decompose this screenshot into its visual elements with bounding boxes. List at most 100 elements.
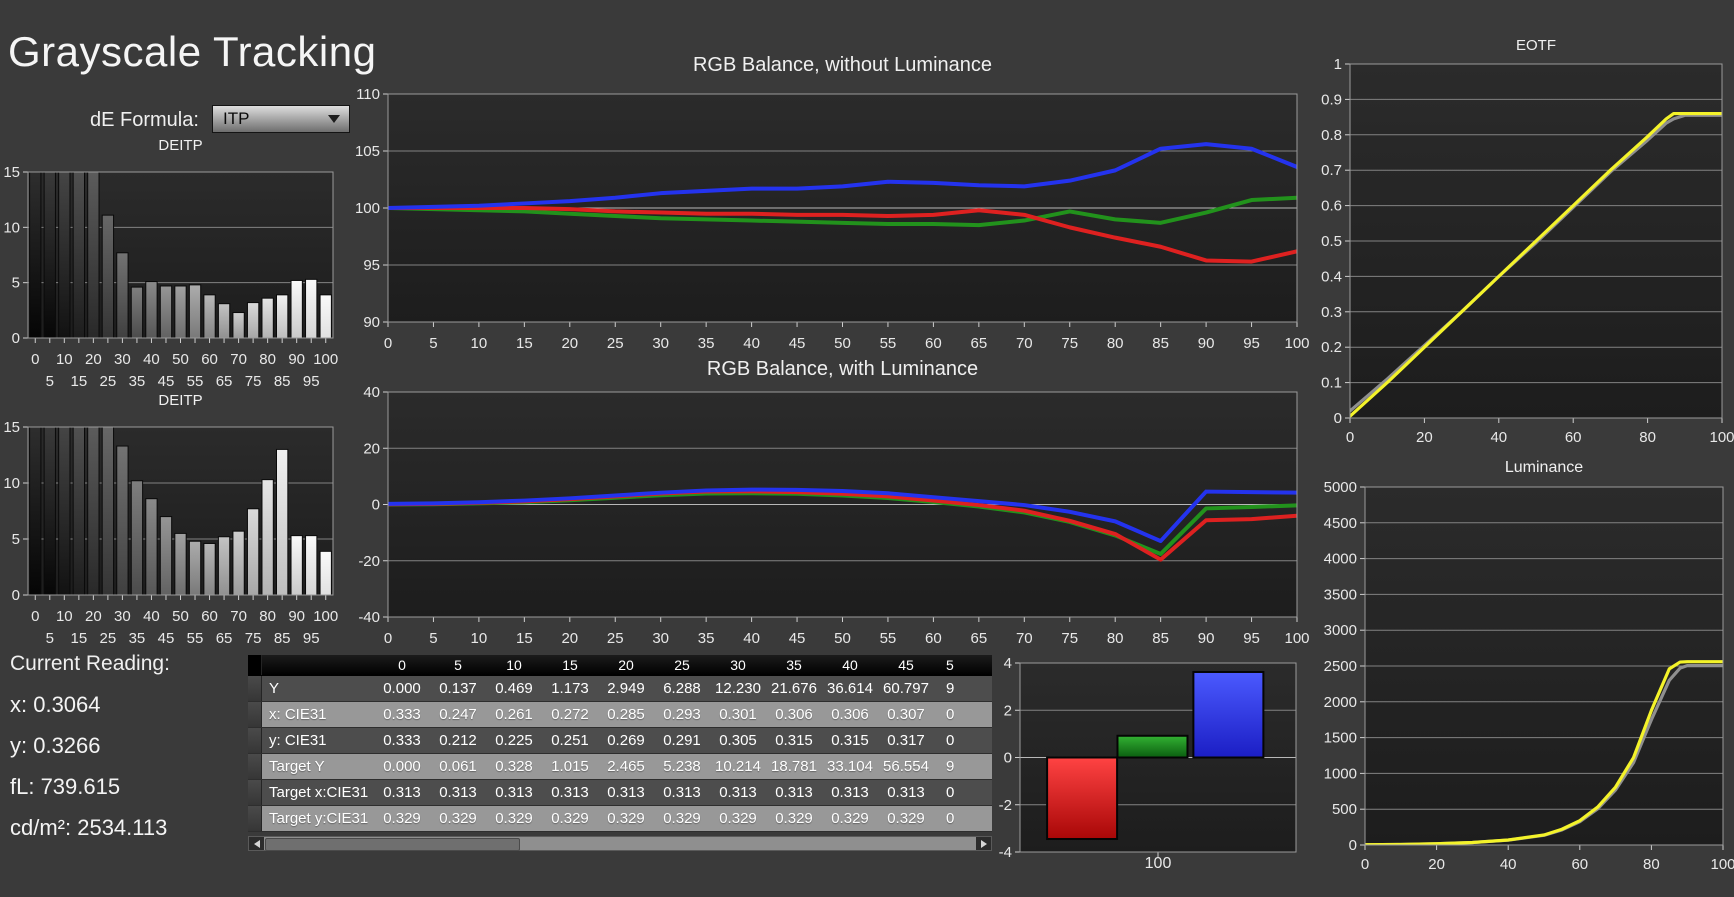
table-row-label: Target y:CIE31 [269, 810, 369, 827]
de-formula-label: dE Formula: [90, 109, 199, 131]
svg-text:45: 45 [789, 630, 806, 647]
svg-text:0: 0 [1349, 837, 1357, 854]
svg-text:90: 90 [1198, 630, 1215, 647]
svg-text:500: 500 [1332, 801, 1357, 818]
current-reading-fl: fL: 739.615 [10, 774, 121, 799]
scroll-right-button[interactable] [976, 837, 991, 850]
table-cell: 0.313 [551, 784, 589, 801]
svg-text:20: 20 [561, 335, 578, 352]
svg-text:10: 10 [3, 219, 20, 236]
table-cell: 21.676 [771, 680, 817, 697]
svg-text:10: 10 [56, 351, 73, 368]
svg-text:75: 75 [1061, 335, 1078, 352]
svg-text:0.3: 0.3 [1321, 304, 1342, 321]
svg-text:35: 35 [129, 373, 146, 390]
svg-text:50: 50 [172, 351, 189, 368]
table-cell: 0.329 [495, 810, 533, 827]
svg-text:85: 85 [1152, 630, 1169, 647]
svg-text:0.7: 0.7 [1321, 162, 1342, 179]
svg-text:0: 0 [12, 330, 20, 347]
svg-text:70: 70 [1016, 335, 1033, 352]
svg-text:85: 85 [1152, 335, 1169, 352]
table-cell: 0.061 [439, 758, 477, 775]
svg-text:-40: -40 [358, 609, 380, 626]
svg-text:80: 80 [259, 351, 276, 368]
scroll-left-icon [253, 839, 260, 848]
svg-text:40: 40 [143, 351, 160, 368]
svg-text:0: 0 [31, 608, 39, 625]
table-cell: 0.225 [495, 732, 533, 749]
table-cell: 2.949 [607, 680, 645, 697]
table-cell-clipped: 0 [946, 784, 955, 801]
table-h-scrollbar[interactable] [248, 836, 992, 851]
table-cell: 0.329 [551, 810, 589, 827]
svg-text:40: 40 [743, 335, 760, 352]
table-cell: 0.313 [607, 784, 645, 801]
current-reading-x: x: 0.3064 [10, 692, 101, 717]
scrollbar-thumb[interactable] [265, 838, 520, 851]
scroll-left-button[interactable] [249, 837, 264, 850]
svg-text:50: 50 [834, 630, 851, 647]
rgb-with-luminance-title: RGB Balance, with Luminance [706, 358, 979, 380]
svg-text:50: 50 [834, 335, 851, 352]
svg-text:90: 90 [288, 608, 305, 625]
svg-text:75: 75 [245, 373, 262, 390]
svg-text:55: 55 [880, 335, 897, 352]
table-cell: 0.329 [439, 810, 477, 827]
table-cell: 0.285 [607, 706, 645, 723]
chevron-down-icon [328, 115, 340, 123]
table-cell: 0.000 [383, 758, 421, 775]
svg-text:95: 95 [303, 630, 320, 647]
svg-text:0: 0 [1334, 410, 1342, 427]
table-row-label: Target Y [269, 758, 325, 775]
eotf-chart: 1 0.9 0.8 0.7 0.6 0.5 0.4 0.3 0.2 0.1 00 20 40 60 80 10… [1321, 56, 1734, 446]
svg-text:15: 15 [70, 630, 87, 647]
table-cell: 0.307 [887, 706, 925, 723]
table-row: Target x:CIE31 0.313 0.313 0.313 0.313 0.313 0… [248, 780, 992, 806]
svg-text:4: 4 [1004, 655, 1012, 672]
table-cell-clipped: 0 [946, 706, 955, 723]
row-header-cell [248, 806, 262, 831]
svg-text:5000: 5000 [1324, 479, 1357, 496]
svg-text:3500: 3500 [1324, 586, 1357, 603]
table-header-row: 0 5 10 15 20 25 30 35 40 45 5 [248, 655, 992, 676]
svg-text:15: 15 [70, 373, 87, 390]
table-cell: 0.315 [831, 732, 869, 749]
table-header-cell: 45 [898, 657, 914, 673]
table-cell: 0.293 [663, 706, 701, 723]
row-header-cell [248, 754, 262, 779]
de-formula-value: ITP [223, 109, 250, 128]
table-cell: 36.614 [827, 680, 873, 697]
table-cell: 0.261 [495, 706, 533, 723]
table-cell-clipped: 0 [946, 732, 955, 749]
table-cell: 0.329 [383, 810, 421, 827]
current-reading-heading: Current Reading: [10, 652, 170, 675]
table-cell: 0.315 [775, 732, 813, 749]
svg-text:30: 30 [652, 335, 669, 352]
table-cell: 2.465 [607, 758, 645, 775]
table-cell: 0.306 [775, 706, 813, 723]
svg-text:60: 60 [925, 335, 942, 352]
svg-text:2000: 2000 [1324, 694, 1357, 711]
current-reading-cdm2: cd/m²: 2534.113 [10, 815, 168, 840]
table-cell: 1.015 [551, 758, 589, 775]
svg-text:25: 25 [100, 630, 117, 647]
table-cell: 0.251 [551, 732, 589, 749]
table-cell: 60.797 [883, 680, 929, 697]
table-cell: 0.301 [719, 706, 757, 723]
svg-text:100: 100 [1284, 335, 1309, 352]
svg-text:4000: 4000 [1324, 551, 1357, 568]
svg-text:1: 1 [1334, 56, 1342, 73]
table-row-label: Target x:CIE31 [269, 784, 369, 801]
table-row: x: CIE31 0.333 0.247 0.261 0.272 0.285 0.293 0.… [248, 702, 992, 728]
svg-text:50: 50 [172, 608, 189, 625]
table-cell: 10.214 [715, 758, 761, 775]
svg-text:60: 60 [1565, 429, 1582, 446]
svg-text:0.4: 0.4 [1321, 268, 1342, 285]
svg-text:-2: -2 [999, 797, 1012, 814]
de-formula-dropdown[interactable]: ITP [212, 105, 350, 133]
svg-text:65: 65 [971, 630, 988, 647]
svg-text:40: 40 [1500, 856, 1517, 873]
table-row-label: x: CIE31 [269, 706, 327, 723]
